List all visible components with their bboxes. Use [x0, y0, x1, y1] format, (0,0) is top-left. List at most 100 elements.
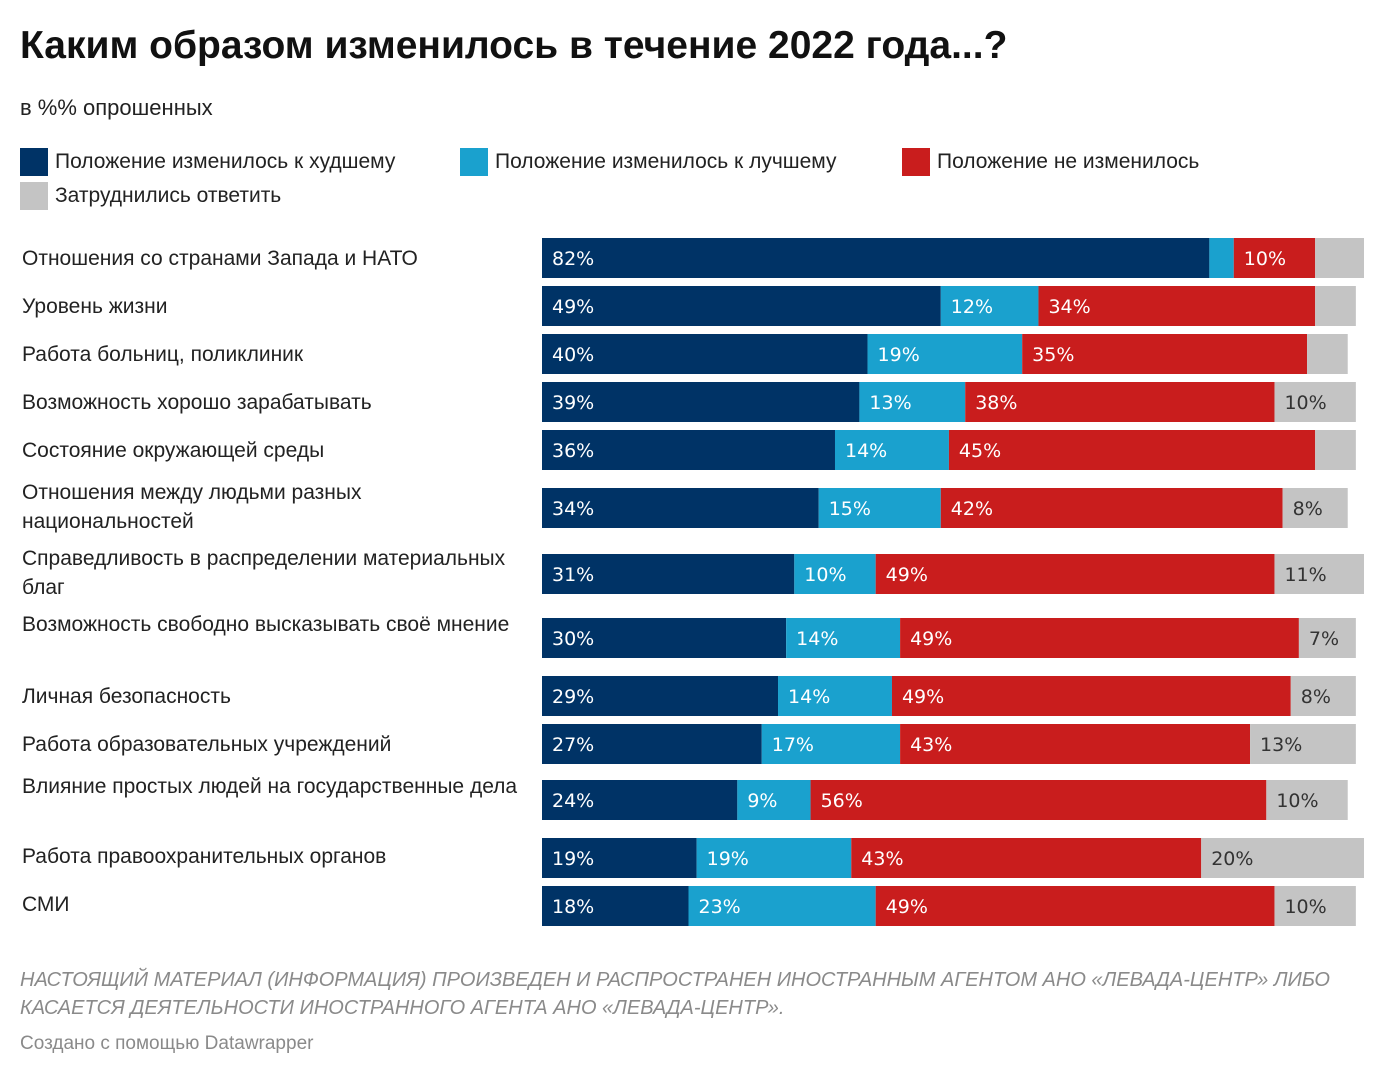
data-label-better: 17%: [772, 734, 814, 756]
data-label-worse: 18%: [552, 896, 594, 918]
data-label-hard: 8%: [1293, 498, 1323, 520]
category-label: Работа больниц, поликлиник: [22, 343, 304, 366]
category-label: Справедливость в распределении материаль…: [22, 547, 506, 599]
bar-segment-worse: [542, 554, 795, 594]
bar-segment-hard: [1274, 554, 1364, 594]
data-label-worse: 36%: [552, 440, 594, 462]
bar-segment-better: [688, 886, 876, 926]
data-label-hard: 10%: [1284, 896, 1326, 918]
category-label: Личная безопасность: [22, 685, 231, 708]
legend-label-better: Положение изменилось к лучшему: [495, 150, 837, 173]
bar-segment-hard: [1315, 430, 1356, 470]
chart-title: Каким образом изменилось в течение 2022 …: [20, 24, 1008, 67]
legend-label-worse: Положение изменилось к худшему: [55, 150, 396, 173]
legend-item-nochange: Положение не изменилось: [902, 148, 1199, 176]
bar-segment-nochange: [1233, 238, 1316, 278]
data-label-nochange: 42%: [951, 498, 993, 520]
data-label-hard: 8%: [1301, 686, 1331, 708]
data-label-hard: 10%: [1284, 392, 1326, 414]
category-label: Возможность свободно высказывать своё мн…: [22, 613, 510, 636]
legend-item-hard: Затруднились ответить: [20, 182, 281, 210]
bar-segment-better: [794, 554, 876, 594]
bar-segment-hard: [1307, 334, 1348, 374]
bar-segment-worse: [542, 286, 941, 326]
bar-segment-hard: [1274, 382, 1356, 422]
data-label-nochange: 45%: [959, 440, 1001, 462]
data-label-nochange: 10%: [1244, 248, 1286, 270]
data-label-hard: 13%: [1260, 734, 1302, 756]
bar-segment-better: [867, 334, 1023, 374]
data-label-nochange: 56%: [821, 790, 863, 812]
bar-segment-nochange: [940, 488, 1283, 528]
legend-swatch-nochange: [902, 148, 930, 176]
data-label-worse: 19%: [552, 848, 594, 870]
bar-segment-worse: [542, 780, 738, 820]
bar-segment-worse: [542, 618, 787, 658]
data-label-nochange: 49%: [902, 686, 944, 708]
data-label-hard: 20%: [1211, 848, 1253, 870]
bar-segment-better: [696, 838, 852, 878]
data-label-better: 15%: [829, 498, 871, 520]
data-label-better: 9%: [747, 790, 777, 812]
category-label: Состояние окружающей среды: [22, 439, 325, 462]
bar-segment-better: [859, 382, 966, 422]
bar-segment-nochange: [891, 676, 1291, 716]
bar-segment-worse: [542, 238, 1210, 278]
legend-item-worse: Положение изменилось к худшему: [20, 148, 395, 176]
bar-segment-hard: [1315, 286, 1356, 326]
data-label-better: 13%: [869, 392, 911, 414]
data-label-nochange: 43%: [910, 734, 952, 756]
data-label-hard: 11%: [1284, 564, 1326, 586]
data-label-worse: 34%: [552, 498, 594, 520]
data-label-nochange: 35%: [1032, 344, 1074, 366]
data-label-nochange: 38%: [975, 392, 1017, 414]
data-label-nochange: 49%: [886, 896, 928, 918]
data-label-worse: 31%: [552, 564, 594, 586]
category-label: Уровень жизни: [22, 295, 168, 318]
bar-segment-worse: [542, 676, 779, 716]
bar-segment-nochange: [1022, 334, 1308, 374]
bar-segment-nochange: [965, 382, 1275, 422]
bar-segment-better: [737, 780, 811, 820]
data-label-better: 19%: [707, 848, 749, 870]
bar-segment-better: [778, 676, 892, 716]
bar-segment-nochange: [900, 724, 1251, 764]
category-label: Влияние простых людей на государственные…: [22, 775, 518, 798]
data-label-nochange: 34%: [1048, 296, 1090, 318]
category-label: Работа правоохранительных органов: [22, 845, 387, 868]
bar-segment-worse: [542, 430, 835, 470]
data-label-nochange: 49%: [886, 564, 928, 586]
category-label: СМИ: [22, 893, 70, 916]
bar-segment-nochange: [948, 430, 1316, 470]
data-label-worse: 40%: [552, 344, 594, 366]
data-label-worse: 29%: [552, 686, 594, 708]
bar-segment-nochange: [900, 618, 1299, 658]
data-label-worse: 49%: [552, 296, 594, 318]
legend-label-nochange: Положение не изменилось: [937, 150, 1200, 173]
data-label-better: 19%: [878, 344, 920, 366]
data-label-worse: 39%: [552, 392, 594, 414]
data-label-nochange: 49%: [910, 628, 952, 650]
bar-segment-better: [786, 618, 901, 658]
bar-segment-hard: [1201, 838, 1364, 878]
data-label-worse: 82%: [552, 248, 594, 270]
data-label-hard: 10%: [1276, 790, 1318, 812]
bar-segment-hard: [1274, 886, 1356, 926]
bar-segment-nochange: [875, 886, 1275, 926]
bar-segment-worse: [542, 724, 762, 764]
legend-item-better: Положение изменилось к лучшему: [460, 148, 836, 176]
data-label-better: 14%: [788, 686, 830, 708]
category-label: Возможность хорошо зарабатывать: [22, 391, 372, 414]
bar-segment-hard: [1290, 676, 1356, 716]
bar-segment-hard: [1282, 488, 1348, 528]
legend-swatch-hard: [20, 182, 48, 210]
data-label-worse: 30%: [552, 628, 594, 650]
category-label: Отношения между людьми разных национальн…: [22, 481, 362, 533]
datawrapper-credit: Создано с помощью Datawrapper: [20, 1033, 314, 1054]
bar-segment-worse: [542, 886, 689, 926]
bar-segment-worse: [542, 334, 868, 374]
bar-segment-better: [761, 724, 901, 764]
bar-segment-nochange: [875, 554, 1275, 594]
bar-segment-hard: [1250, 724, 1356, 764]
chart-subtitle: в %% опрошенных: [20, 95, 213, 120]
